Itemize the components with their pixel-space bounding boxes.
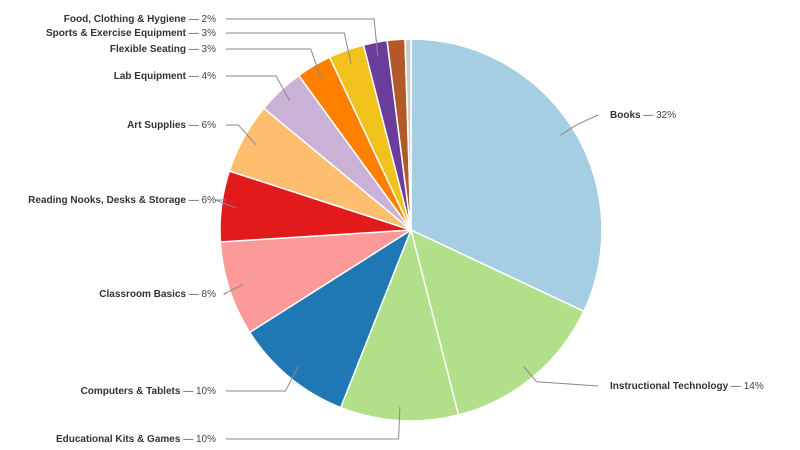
pie-labels: Books — 32% Instructional Technology — 14… [28,14,764,445]
pie-label-name: Classroom Basics [99,289,186,300]
pie-slice-classroom-basics[interactable] [219,229,412,334]
pie-label-name: Books [610,110,641,121]
pie-label-name: Sports & Exercise Equipment [46,28,187,39]
pie-slice-computers-and-tablets[interactable] [248,229,412,409]
pie-label-name: Lab Equipment [114,71,187,82]
pie-connector-instructional-technology [523,366,599,387]
pie-connector-computers-and-tablets [226,366,299,392]
pie-label-instructional-technology: Instructional Technology — 14% [610,381,764,392]
pie-connector-classroom-basics [223,284,243,295]
pie-label-name: Instructional Technology [610,381,729,392]
pie-slice-unlabeled-12[interactable] [404,38,412,231]
pie-label-value: — 10% [180,386,216,397]
pie-label-value: — 32% [641,110,677,121]
pie-label-name: Flexible Seating [110,44,186,55]
pie-label-value: — 8% [186,289,216,300]
pie-connector-educational-kits-and-games [226,406,401,440]
pie-label-food-clothing-and-hygiene: Food, Clothing & Hygiene — 2% [64,14,216,25]
pie-slices [219,38,603,422]
pie-label-art-supplies: Art Supplies — 6% [127,120,216,131]
pie-label-value: — 10% [180,434,216,445]
pie-label-value: — 3% [186,28,216,39]
pie-label-flexible-seating: Flexible Seating — 3% [110,44,216,55]
pie-label-lab-equipment: Lab Equipment — 4% [114,71,216,82]
pie-label-name: Food, Clothing & Hygiene [64,14,187,25]
pie-label-computers-and-tablets: Computers & Tablets — 10% [81,386,217,397]
pie-label-classroom-basics: Classroom Basics — 8% [99,289,216,300]
pie-label-name: Art Supplies [127,120,186,131]
pie-label-sports-and-exercise-equipment: Sports & Exercise Equipment — 3% [46,28,216,39]
pie-label-name: Reading Nooks, Desks & Storage [28,195,186,206]
pie-label-value: — 2% [186,14,216,25]
pie-label-value: — 6% [186,120,216,131]
pie-connector-food-clothing-and-hygiene [226,18,379,57]
pie-label-value: — 4% [186,71,216,82]
pie-label-value: — 6% [186,195,216,206]
pie-connector-reading-nooks-desks-and-storage [215,199,236,209]
pie-connector-books [560,114,599,136]
pie-label-educational-kits-and-games: Educational Kits & Games — 10% [56,434,216,445]
pie-label-value: — 3% [186,44,216,55]
pie-connector-lab-equipment [226,75,291,102]
pie-label-books: Books — 32% [610,110,676,121]
pie-label-value: — 14% [728,381,764,392]
pie-label-name: Computers & Tablets [81,386,181,397]
pie-connector-art-supplies [226,124,257,146]
pie-label-reading-nooks-desks-and-storage: Reading Nooks, Desks & Storage — 6% [28,195,216,206]
pie-connector-sports-and-exercise-equipment [226,32,352,64]
pie-label-name: Educational Kits & Games [56,434,181,445]
pie-connector-flexible-seating [226,48,322,78]
